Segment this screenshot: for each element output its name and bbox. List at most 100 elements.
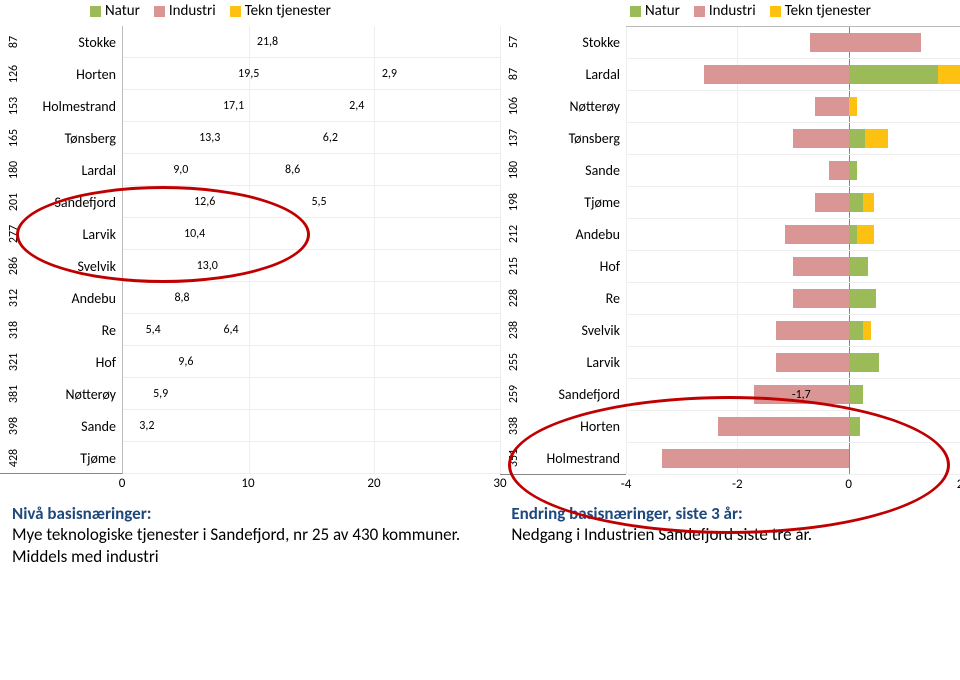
bar-row — [626, 187, 960, 219]
bar-segment — [815, 97, 848, 117]
bar-row — [626, 27, 960, 59]
y-code: 215 — [498, 252, 530, 280]
legend-swatch — [90, 6, 101, 17]
data-label: 6,2 — [323, 131, 338, 145]
row-label: Horten — [28, 58, 122, 90]
row-label: Holmestrand — [28, 90, 122, 122]
bar-row: 21,8 — [123, 26, 500, 58]
bar-segment — [849, 129, 866, 149]
row-label: Horten — [528, 410, 626, 442]
row-label: Larvik — [528, 346, 626, 378]
bar-segment — [793, 257, 849, 277]
legend-item: Industri — [694, 2, 756, 20]
legend-item: Industri — [154, 2, 216, 20]
xaxis-right: -4-202 — [500, 474, 960, 493]
labelcol-left: StokkeHortenHolmestrandTønsbergLardalSan… — [28, 26, 122, 474]
bar-row: 13,0 — [123, 250, 500, 282]
legend-label: Tekn tjenester — [245, 2, 331, 20]
legend-item: Natur — [90, 2, 140, 20]
x-tick: -4 — [621, 477, 632, 492]
data-label: 8,8 — [174, 291, 189, 305]
page: NaturIndustriTekn tjenester 871261531651… — [0, 0, 960, 567]
labelcol-right: StokkeLardalNøtterøyTønsbergSandeTjømeAn… — [528, 26, 626, 475]
row-label: Nøtterøy — [528, 90, 626, 122]
y-code: 153 — [0, 92, 30, 120]
data-label: 3,2 — [139, 419, 154, 433]
data-label: 5,4 — [146, 323, 161, 337]
bar-segment — [849, 65, 938, 85]
bar-segment — [849, 225, 857, 245]
bar-row: 12,65,5 — [123, 186, 500, 218]
legend-label: Industri — [709, 2, 756, 20]
bar-segment — [849, 385, 863, 405]
row-label: Andebu — [528, 218, 626, 250]
row-label: Sandefjord — [528, 378, 626, 410]
row-label: Tjøme — [28, 442, 122, 474]
y-code: 198 — [498, 188, 530, 216]
y-code: 351 — [498, 444, 530, 472]
row-label: Sandefjord — [28, 186, 122, 218]
y-code: 398 — [0, 412, 30, 440]
bar-segment — [865, 129, 887, 149]
bar-segment — [863, 193, 874, 213]
bar-segment — [849, 353, 880, 373]
x-tick: 30 — [493, 476, 506, 491]
x-tick: 0 — [845, 477, 852, 492]
legend-swatch — [694, 6, 705, 17]
bar-row — [626, 155, 960, 187]
legend-right: NaturIndustriTekn tjenester — [500, 0, 960, 26]
y-code: 381 — [0, 380, 30, 408]
bar-segment — [849, 161, 857, 181]
bar-row — [626, 315, 960, 347]
data-label: 8,6 — [285, 163, 300, 177]
legend-swatch — [154, 6, 165, 17]
x-tick: 0 — [119, 476, 126, 491]
y-code: 180 — [498, 156, 530, 184]
row-label: Svelvik — [28, 250, 122, 282]
y-code: 259 — [498, 380, 530, 408]
chart-right-body: 5787106137180198212215228238255259338351… — [500, 26, 960, 475]
xaxis-left: 0102030 — [0, 473, 500, 492]
y-code: 277 — [0, 220, 30, 248]
caption-left-body: Mye teknologiske tjenester i Sandefjord,… — [12, 524, 460, 566]
row-label: Sande — [28, 410, 122, 442]
bar-segment — [785, 225, 849, 245]
row-label: Tønsberg — [28, 122, 122, 154]
bar-row — [626, 283, 960, 315]
data-label: 13,3 — [199, 131, 220, 145]
bar-row — [123, 442, 500, 474]
data-label: -1,7 — [792, 388, 811, 402]
legend-label: Tekn tjenester — [785, 2, 871, 20]
bar-segment — [849, 193, 863, 213]
bar-segment — [815, 193, 848, 213]
bar-segment — [849, 97, 857, 117]
y-code: 57 — [498, 28, 530, 56]
row-label: Hof — [528, 250, 626, 282]
y-code: 87 — [0, 28, 30, 56]
data-label: 2,4 — [349, 99, 364, 113]
y-code: 238 — [498, 316, 530, 344]
bar-segment — [776, 321, 848, 341]
bar-row: -1,7 — [626, 379, 960, 411]
row-label: Tønsberg — [528, 122, 626, 154]
caption-right-header: Endring basisnæringer, siste 3 år: — [511, 503, 742, 524]
y-code: 106 — [498, 92, 530, 120]
y-code: 180 — [0, 156, 30, 184]
legend-item: Tekn tjenester — [770, 2, 871, 20]
bar-segment — [849, 289, 877, 309]
row-label: Holmestrand — [528, 442, 626, 474]
bar-row — [626, 123, 960, 155]
data-label: 9,0 — [173, 163, 188, 177]
y-code: 318 — [0, 316, 30, 344]
ycol-left: 8712615316518020127728631231832138139842… — [0, 26, 28, 474]
bar-segment — [829, 161, 848, 181]
data-label: 2,9 — [382, 67, 397, 81]
x-tick: -2 — [732, 477, 743, 492]
legend-swatch — [770, 6, 781, 17]
legend-label: Natur — [105, 2, 140, 20]
caption-right-body: Nedgang i Industrien Sandefjord siste tr… — [511, 524, 812, 545]
legend-swatch — [630, 6, 641, 17]
bar-row — [626, 443, 960, 475]
y-code: 165 — [0, 124, 30, 152]
data-label: 21,8 — [257, 35, 278, 49]
